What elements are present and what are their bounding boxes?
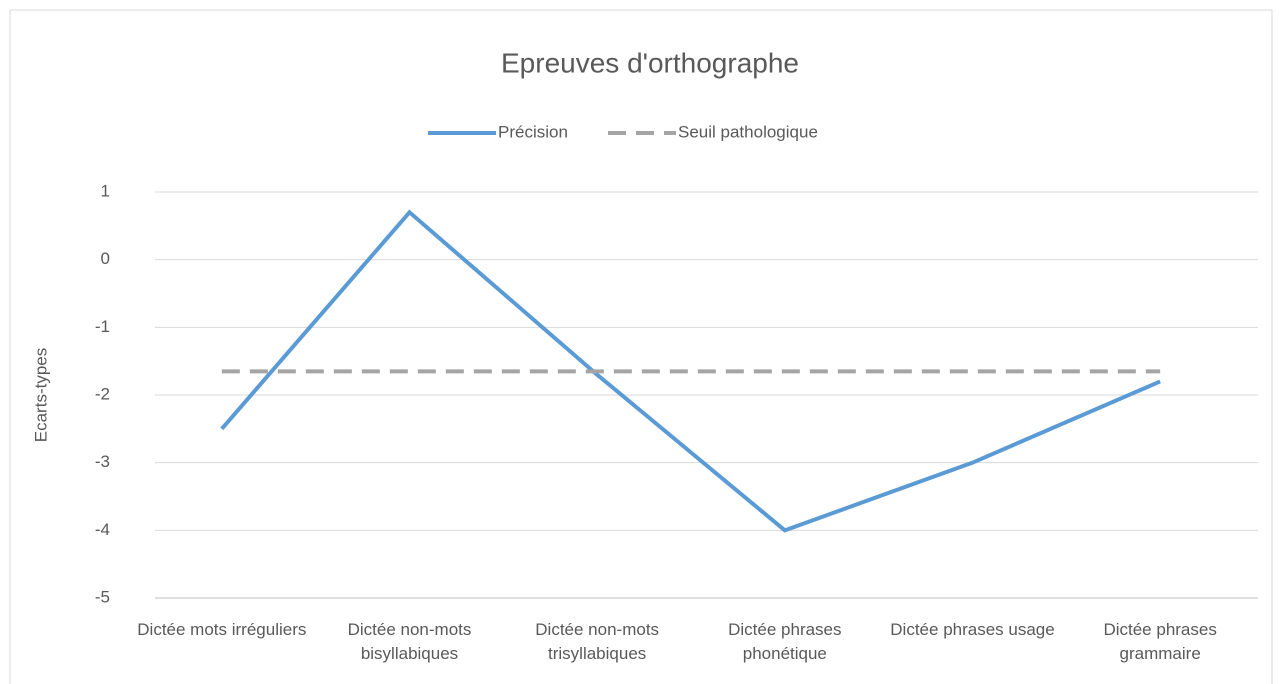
- y-tick-label: -2: [95, 384, 110, 403]
- y-tick-label: -4: [95, 520, 110, 539]
- chart-title: Epreuves d'orthographe: [501, 47, 799, 78]
- y-axis-label: Ecarts-types: [31, 348, 50, 442]
- y-tick-label: 0: [101, 249, 110, 268]
- series-line: [220, 209, 1161, 533]
- legend-label: Précision: [498, 122, 568, 141]
- y-tick-label: -3: [95, 452, 110, 471]
- y-tick-label: 1: [101, 181, 110, 200]
- legend-label: Seuil pathologique: [678, 122, 818, 141]
- x-tick-label: Dictée phrases phonétique: [728, 620, 842, 663]
- x-tick-label: Dictée mots irréguliers: [137, 620, 307, 639]
- x-tick-label: Dictée phrases grammaire: [1103, 620, 1217, 663]
- x-tick-label: Dictée non-mots bisyllabiques: [347, 620, 472, 663]
- y-tick-label: -5: [95, 587, 110, 606]
- y-tick-label: -1: [95, 317, 110, 336]
- x-tick-label: Dictée phrases usage: [890, 620, 1055, 639]
- chart-border: [9, 9, 1273, 684]
- x-tick-label: Dictée non-mots trisyllabiques: [535, 620, 660, 663]
